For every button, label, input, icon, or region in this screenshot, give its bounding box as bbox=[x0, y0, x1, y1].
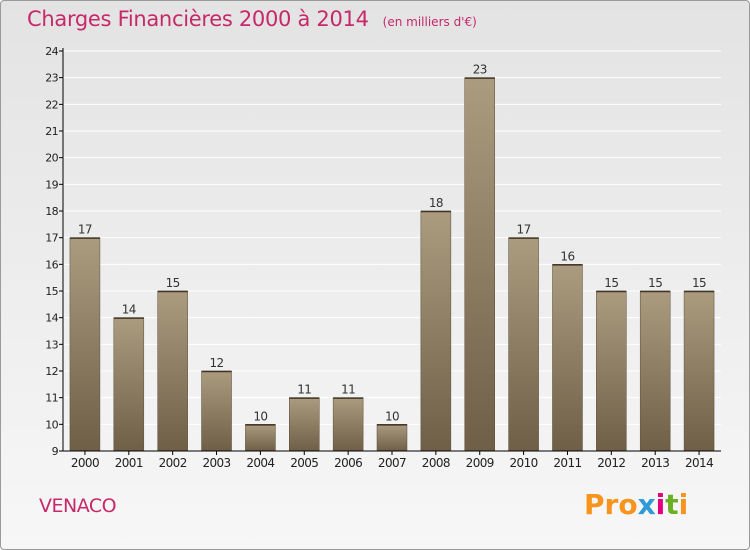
x-tick-label: 2007 bbox=[378, 456, 406, 470]
data-label: 16 bbox=[560, 249, 574, 263]
data-label: 15 bbox=[648, 276, 662, 290]
x-tick-label: 2012 bbox=[597, 456, 625, 470]
logo-letter: i bbox=[678, 488, 689, 521]
x-tick-label: 2013 bbox=[641, 456, 669, 470]
x-tick-label: 2008 bbox=[422, 456, 450, 470]
data-label: 14 bbox=[122, 303, 136, 317]
x-tick-label: 2002 bbox=[159, 456, 187, 470]
data-label: 17 bbox=[517, 223, 531, 237]
y-tick-label: 9 bbox=[52, 445, 59, 458]
logo-letter: P bbox=[584, 488, 605, 521]
y-tick-label: 23 bbox=[45, 72, 58, 85]
y-tick-label: 11 bbox=[45, 392, 58, 405]
y-tick-label: 17 bbox=[45, 232, 58, 245]
bar-2007 bbox=[376, 424, 408, 452]
bar-2014 bbox=[683, 290, 715, 452]
y-tick-label: 16 bbox=[45, 258, 58, 271]
bar-2003 bbox=[201, 370, 232, 452]
x-tick-label: 2010 bbox=[510, 456, 538, 470]
commune-name: VENACO bbox=[39, 495, 117, 517]
bar-2000 bbox=[69, 237, 101, 452]
logo-letter: o bbox=[618, 488, 638, 521]
x-tick-label: 2000 bbox=[71, 456, 99, 470]
y-tick-label: 13 bbox=[45, 338, 58, 351]
y-tick-label: 10 bbox=[45, 418, 58, 431]
chart-unit-note: (en milliers d'€) bbox=[382, 15, 477, 29]
bar-2013 bbox=[639, 290, 671, 452]
y-tick-label: 22 bbox=[45, 98, 58, 111]
y-tick-label: 24 bbox=[45, 45, 58, 58]
chart-title-text: Charges Financières 2000 à 2014 bbox=[27, 7, 369, 31]
bar-2008 bbox=[420, 210, 452, 452]
x-tick-label: 2003 bbox=[202, 456, 230, 470]
logo-letter: t bbox=[665, 488, 679, 521]
x-tick-label: 2004 bbox=[246, 456, 274, 470]
bar-2001 bbox=[113, 317, 145, 452]
data-label: 15 bbox=[692, 276, 706, 290]
x-tick-label: 2009 bbox=[466, 456, 494, 470]
axes bbox=[59, 48, 721, 455]
data-label: 18 bbox=[429, 196, 443, 210]
y-tick-label: 20 bbox=[45, 152, 58, 165]
bar-2011 bbox=[552, 264, 583, 452]
data-label: 15 bbox=[604, 276, 618, 290]
y-tick-label: 14 bbox=[45, 312, 58, 325]
x-tick-label: 2006 bbox=[334, 456, 362, 470]
data-label: 17 bbox=[78, 223, 92, 237]
bars bbox=[69, 77, 715, 452]
bar-2002 bbox=[157, 290, 188, 452]
data-label: 10 bbox=[385, 409, 399, 423]
data-label: 10 bbox=[253, 409, 267, 423]
bar-2005 bbox=[289, 397, 320, 452]
y-tick-label: 21 bbox=[45, 125, 58, 138]
bar-2004 bbox=[245, 424, 276, 452]
bar-2006 bbox=[332, 397, 364, 452]
proxiti-logo: Proxiti bbox=[584, 488, 688, 521]
x-tick-label: 2014 bbox=[685, 456, 713, 470]
bar-2009 bbox=[464, 77, 495, 452]
y-tick-label: 12 bbox=[45, 365, 58, 378]
data-label: 12 bbox=[209, 356, 223, 370]
labels: 9 10 11 12 13 14 15 16 17 18 19 20 21 22 23 24 17 2000 14 2… bbox=[45, 45, 714, 470]
y-tick-label: 18 bbox=[45, 205, 58, 218]
bar-2012 bbox=[596, 290, 627, 452]
y-tick-label: 19 bbox=[45, 178, 58, 191]
chart-title: Charges Financières 2000 à 2014 (en milli… bbox=[27, 7, 477, 31]
y-tick-label: 15 bbox=[45, 285, 58, 298]
logo-letter: i bbox=[655, 488, 666, 521]
logo-letter: x bbox=[637, 488, 656, 521]
x-tick-label: 2001 bbox=[115, 456, 143, 470]
data-label: 11 bbox=[297, 383, 311, 397]
x-tick-label: 2005 bbox=[290, 456, 318, 470]
data-label: 11 bbox=[341, 383, 355, 397]
logo-letter: r bbox=[604, 488, 619, 521]
data-label: 15 bbox=[166, 276, 180, 290]
x-tick-label: 2011 bbox=[553, 456, 581, 470]
bar-2010 bbox=[508, 237, 539, 452]
data-label: 23 bbox=[473, 63, 487, 77]
